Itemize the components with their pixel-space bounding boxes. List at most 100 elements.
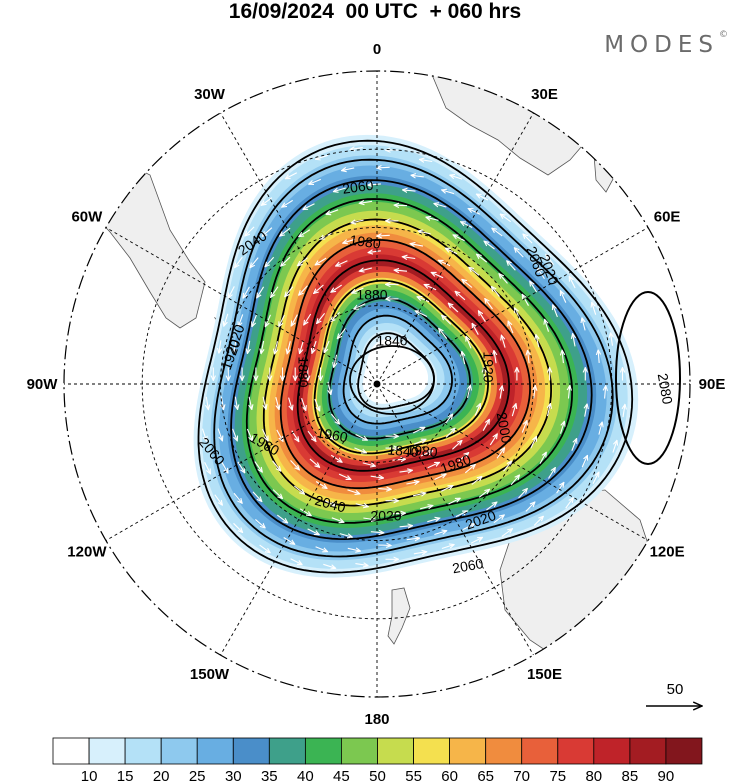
wind-vector <box>478 311 486 322</box>
wind-vector <box>441 545 454 550</box>
wind-vector <box>323 499 336 506</box>
wind-vector <box>315 154 328 159</box>
wind-vector <box>545 319 550 332</box>
colorbar-swatch <box>485 737 523 765</box>
wind-vector <box>280 227 291 236</box>
wind-vector <box>508 321 514 334</box>
wind-vector <box>410 244 424 246</box>
longitude-label: 90W <box>27 376 59 393</box>
wind-vector <box>537 268 545 280</box>
wind-vector <box>337 328 346 339</box>
wind-vector <box>445 248 458 255</box>
wind-vector <box>438 260 451 267</box>
wind-vector <box>377 167 390 168</box>
wind-vector <box>518 489 528 499</box>
wind-vector <box>427 518 440 523</box>
wind-vector <box>528 350 530 364</box>
colorbar-tick-label: 85 <box>622 768 639 782</box>
wind-vector <box>500 214 512 223</box>
reference-vector: 50 <box>646 681 702 706</box>
wind-vector <box>442 190 455 195</box>
wind-vector <box>261 197 273 206</box>
wind-vector <box>431 272 444 279</box>
contour-label: 1960 <box>315 424 349 445</box>
colorbar-swatch <box>88 737 126 765</box>
longitude-label: 180 <box>364 711 389 728</box>
colorbar-swatch <box>665 737 703 765</box>
wind-vector <box>259 544 271 553</box>
wind-vector <box>569 386 570 399</box>
meridian-line <box>376 112 534 385</box>
wind-vector <box>354 303 366 310</box>
wind-vector <box>232 428 238 441</box>
wind-vector <box>252 314 258 327</box>
wind-vector <box>525 502 535 512</box>
wind-vector <box>562 350 563 364</box>
wind-vector <box>462 524 475 530</box>
colorbar-swatch <box>340 737 378 765</box>
map-boundary <box>63 70 691 698</box>
wind-vector <box>420 506 433 510</box>
height-contour <box>279 238 532 490</box>
wind-vector <box>238 314 244 326</box>
wind-vector <box>221 461 228 473</box>
wind-vector <box>351 287 364 293</box>
map-title: 16/09/2024 00 UTC + 060 hrs <box>228 0 522 23</box>
wind-vector <box>309 178 322 184</box>
colorbar-tick-label: 65 <box>477 768 494 782</box>
colorbar-swatch <box>557 737 595 765</box>
wind-vector <box>214 494 223 506</box>
height-contour <box>313 279 490 455</box>
wind-vector <box>201 428 207 441</box>
wind-vector <box>585 404 587 417</box>
wind-vector <box>415 311 428 317</box>
wind-vector <box>290 558 303 565</box>
wind-vector <box>279 314 285 327</box>
wind-vector <box>325 430 335 440</box>
wind-vector <box>515 308 521 320</box>
wind-vector <box>406 538 420 540</box>
meridian-line <box>376 383 534 656</box>
wind-vector <box>233 492 242 503</box>
wind-vector <box>370 476 384 478</box>
wind-vector <box>521 421 527 433</box>
longitude-labels: 0 30E 60E 90E 120E 150E 180 150W 120W 90W 60W 30W <box>27 41 726 728</box>
colorbar-swatch <box>268 737 306 765</box>
wind-vector <box>496 448 505 459</box>
height-contour <box>296 259 511 472</box>
wind-vector <box>285 172 298 179</box>
wind-vector <box>533 516 543 526</box>
wind-vector <box>445 428 455 438</box>
longitude-label: 60E <box>654 209 681 226</box>
wind-vector <box>299 285 308 296</box>
wind-vector <box>359 201 373 203</box>
wind-vector <box>219 340 221 353</box>
wind-vector <box>530 281 538 293</box>
wind-vector <box>246 428 252 441</box>
contour-label: 2060 <box>451 555 485 576</box>
reference-vector-label: 50 <box>667 681 684 698</box>
wind-vector <box>291 314 298 326</box>
wind-vector <box>491 286 500 297</box>
contour-label: 1880 <box>356 287 387 303</box>
wind-vector <box>548 468 556 479</box>
wind-vector <box>510 475 519 486</box>
wind-vector <box>514 248 524 258</box>
wind-vector <box>314 284 324 294</box>
wind-vector <box>250 257 259 268</box>
wind-vector <box>234 340 236 354</box>
contour-label: 1980 <box>349 232 382 252</box>
wind-vector <box>406 482 419 484</box>
wind-vector <box>501 529 513 537</box>
wind-band <box>363 339 428 404</box>
wind-vector <box>546 254 554 266</box>
meridian-line <box>220 383 378 656</box>
longitude-label: 90E <box>699 376 726 393</box>
wind-vector <box>299 229 311 237</box>
wind-vector <box>300 341 304 353</box>
meridian-line <box>376 227 649 385</box>
wind-vector <box>252 491 262 502</box>
height-contours <box>197 139 634 574</box>
colorbar-tick-label: 60 <box>441 768 458 782</box>
meridian-line <box>105 383 378 541</box>
